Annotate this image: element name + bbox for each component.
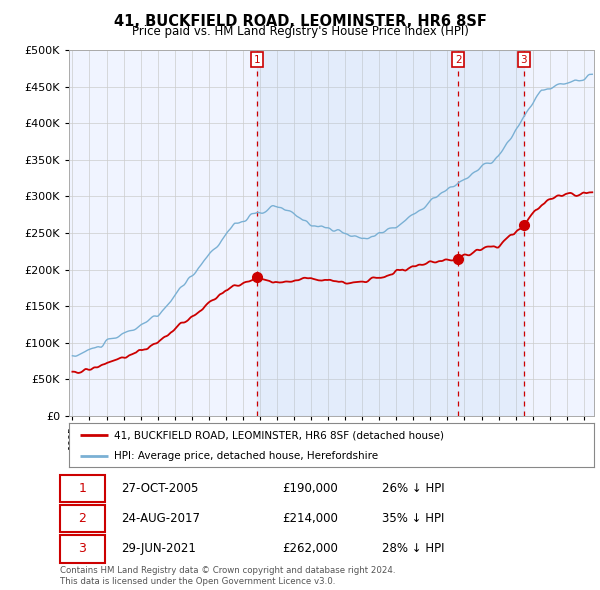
- Text: 1: 1: [254, 55, 260, 65]
- Text: £262,000: £262,000: [282, 542, 338, 555]
- Text: 26% ↓ HPI: 26% ↓ HPI: [382, 482, 445, 495]
- Text: £214,000: £214,000: [282, 512, 338, 525]
- Text: 1: 1: [79, 482, 86, 495]
- Text: 41, BUCKFIELD ROAD, LEOMINSTER, HR6 8SF: 41, BUCKFIELD ROAD, LEOMINSTER, HR6 8SF: [113, 14, 487, 28]
- FancyBboxPatch shape: [60, 535, 105, 563]
- Text: This data is licensed under the Open Government Licence v3.0.: This data is licensed under the Open Gov…: [60, 577, 335, 586]
- Text: 27-OCT-2005: 27-OCT-2005: [121, 482, 198, 495]
- Text: Price paid vs. HM Land Registry's House Price Index (HPI): Price paid vs. HM Land Registry's House …: [131, 25, 469, 38]
- Text: 28% ↓ HPI: 28% ↓ HPI: [382, 542, 445, 555]
- Text: Contains HM Land Registry data © Crown copyright and database right 2024.: Contains HM Land Registry data © Crown c…: [60, 566, 395, 575]
- Text: 2: 2: [79, 512, 86, 525]
- Text: 3: 3: [521, 55, 527, 65]
- Text: 3: 3: [79, 542, 86, 555]
- Text: HPI: Average price, detached house, Herefordshire: HPI: Average price, detached house, Here…: [113, 451, 378, 461]
- FancyBboxPatch shape: [60, 475, 105, 502]
- Text: 35% ↓ HPI: 35% ↓ HPI: [382, 512, 445, 525]
- Text: 24-AUG-2017: 24-AUG-2017: [121, 512, 200, 525]
- Bar: [257, 50, 524, 416]
- Text: 29-JUN-2021: 29-JUN-2021: [121, 542, 196, 555]
- Text: 41, BUCKFIELD ROAD, LEOMINSTER, HR6 8SF (detached house): 41, BUCKFIELD ROAD, LEOMINSTER, HR6 8SF …: [113, 431, 443, 440]
- Text: 2: 2: [455, 55, 461, 65]
- Text: £190,000: £190,000: [282, 482, 338, 495]
- FancyBboxPatch shape: [60, 505, 105, 532]
